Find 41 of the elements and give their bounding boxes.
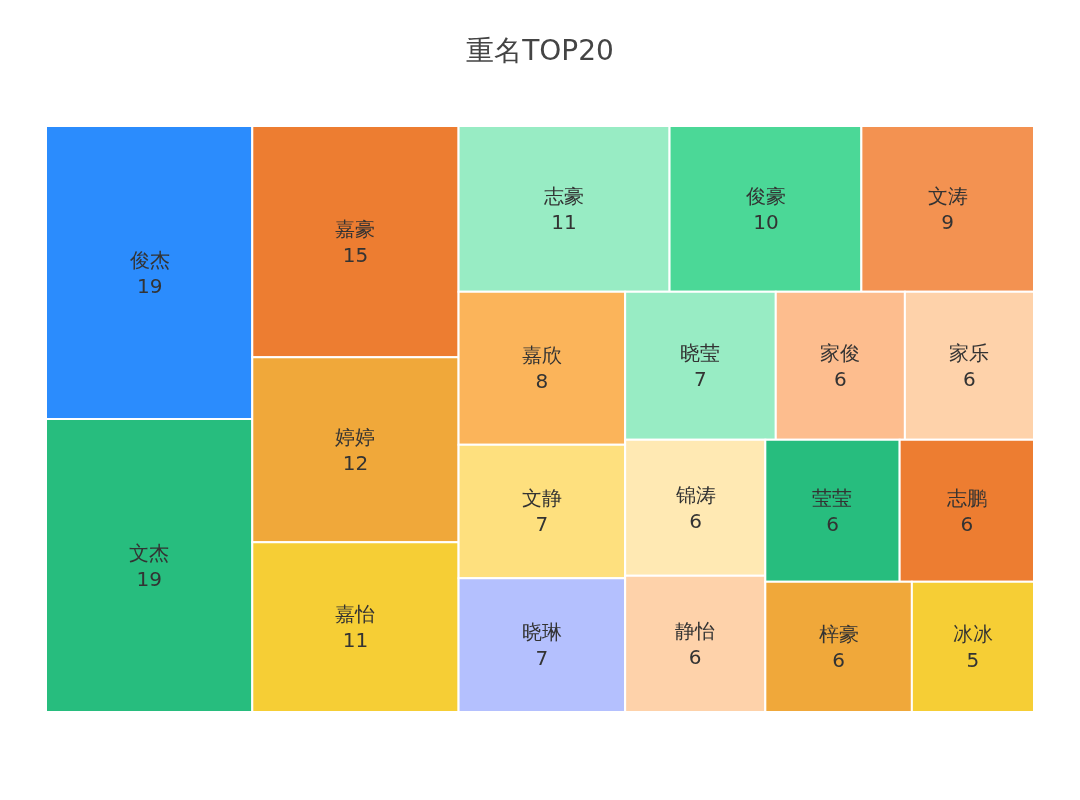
data-label: 7 xyxy=(694,366,707,391)
category-label: 晓琳 xyxy=(521,620,562,645)
category-label: 文涛 xyxy=(927,183,968,208)
text: 重名TOP20 xyxy=(466,33,614,67)
category-label: 嘉豪 xyxy=(335,216,376,241)
data-label: 6 xyxy=(689,508,703,533)
category-label: 晓莹 xyxy=(680,340,721,365)
data-label: 19 xyxy=(136,273,163,298)
data-label: 6 xyxy=(833,366,847,391)
data-label: 11 xyxy=(342,628,369,653)
category-label: 莹莹 xyxy=(812,485,853,510)
data-label: 15 xyxy=(342,242,369,267)
category-label: 文静 xyxy=(521,486,562,511)
data-label: 5 xyxy=(966,647,980,672)
data-label: 7 xyxy=(535,512,549,537)
data-label: 12 xyxy=(342,450,369,475)
category-label: 家乐 xyxy=(949,340,990,365)
category-label: 志豪 xyxy=(544,183,585,208)
category-label: 志鹏 xyxy=(946,485,987,510)
data-label: 11 xyxy=(551,209,577,234)
category-label: 俊豪 xyxy=(744,183,786,208)
category-label: 静怡 xyxy=(675,618,716,643)
category-label: 冰冰 xyxy=(952,621,993,646)
data-label: 19 xyxy=(136,566,162,591)
category-label: 嘉欣 xyxy=(521,343,562,368)
data-label: 9 xyxy=(941,209,955,234)
data-label: 6 xyxy=(826,511,839,536)
category-label: 家俊 xyxy=(820,340,861,365)
data-label: 7 xyxy=(535,646,549,671)
data-label: 6 xyxy=(960,511,974,536)
category-label: 嘉怡 xyxy=(335,602,376,627)
category-label: 梓豪 xyxy=(818,621,859,646)
data-label: 10 xyxy=(753,209,779,234)
category-label: 俊杰 xyxy=(128,247,170,272)
data-label: 6 xyxy=(832,647,845,672)
data-label: 8 xyxy=(535,369,549,394)
category-label: 婷婷 xyxy=(335,424,376,449)
category-label: 文杰 xyxy=(129,540,170,565)
category-label: 锦涛 xyxy=(674,482,716,507)
data-label: 6 xyxy=(688,644,702,669)
data-label: 6 xyxy=(963,366,976,391)
